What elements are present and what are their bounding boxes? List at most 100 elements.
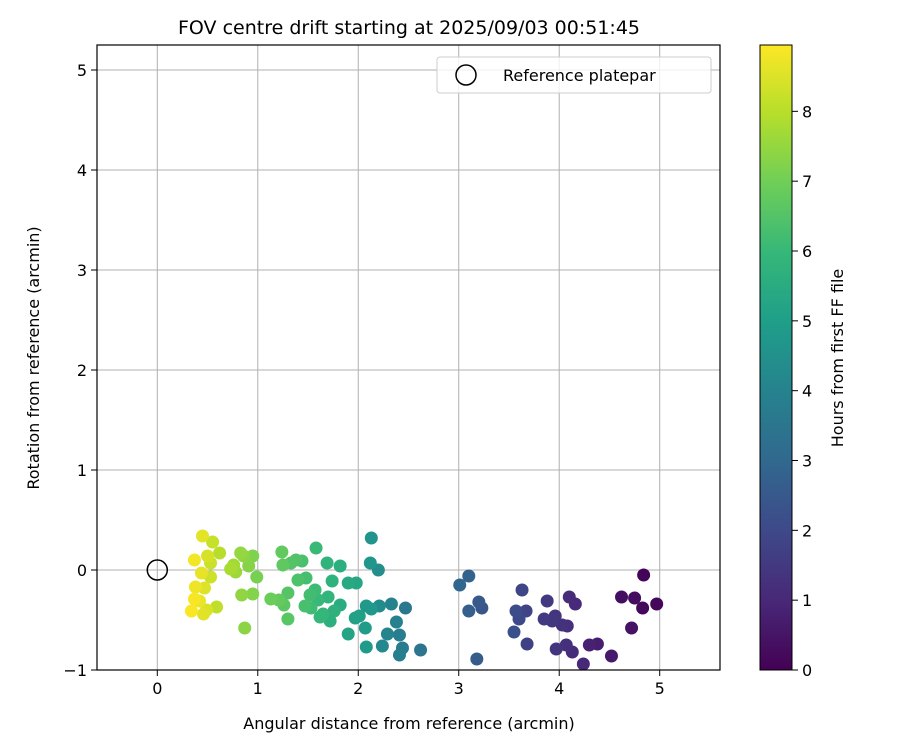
data-point xyxy=(242,559,256,573)
data-point xyxy=(414,643,428,657)
x-tick-label: 4 xyxy=(554,679,564,698)
data-point xyxy=(276,558,290,572)
data-point xyxy=(321,590,335,604)
data-point xyxy=(398,601,412,615)
data-point xyxy=(384,597,398,611)
data-point xyxy=(363,556,377,570)
data-point xyxy=(210,600,224,614)
data-point xyxy=(462,604,476,618)
legend-box xyxy=(436,56,712,94)
legend: Reference platepar xyxy=(436,56,712,94)
x-tick-label: 1 xyxy=(253,679,263,698)
data-point xyxy=(333,559,347,573)
data-point xyxy=(281,612,295,626)
data-point xyxy=(196,529,210,543)
grid xyxy=(97,45,720,671)
data-point xyxy=(615,590,629,604)
data-point xyxy=(275,545,289,559)
colorbar-tick-label: 3 xyxy=(802,452,812,471)
data-point xyxy=(576,657,590,671)
colorbar-tick-label: 0 xyxy=(802,661,812,680)
data-point xyxy=(187,553,201,567)
x-tick-label: 0 xyxy=(152,679,162,698)
x-tick-label: 5 xyxy=(655,679,665,698)
data-point xyxy=(375,639,389,653)
data-point xyxy=(320,556,334,570)
x-axis-label: Angular distance from reference (arcmin) xyxy=(243,714,574,733)
data-point xyxy=(246,587,260,601)
data-point xyxy=(472,595,486,609)
data-point xyxy=(341,627,355,641)
y-tick-label: 1 xyxy=(77,461,87,480)
data-point xyxy=(309,541,323,555)
chart-title: FOV centre drift starting at 2025/09/03 … xyxy=(178,17,640,39)
data-point xyxy=(224,562,238,576)
colorbar-tick-label: 4 xyxy=(802,382,812,401)
colorbar-tick-label: 8 xyxy=(802,102,812,121)
data-point xyxy=(201,549,215,563)
data-point xyxy=(507,625,521,639)
y-tick-label: 3 xyxy=(77,261,87,280)
colorbar-tick-label: 6 xyxy=(802,242,812,261)
colorbar-tick-label: 2 xyxy=(802,521,812,540)
data-point xyxy=(197,607,211,621)
y-tick-label: −1 xyxy=(63,661,87,680)
data-point xyxy=(625,621,639,635)
legend-marker-icon xyxy=(455,64,477,86)
data-point xyxy=(348,611,362,625)
colorbar-tick-label: 7 xyxy=(802,172,812,191)
data-point xyxy=(359,599,373,613)
legend-label: Reference platepar xyxy=(503,66,656,85)
data-point xyxy=(520,637,534,651)
data-point xyxy=(264,592,278,606)
data-point xyxy=(234,546,248,560)
data-point xyxy=(549,642,563,656)
data-point xyxy=(358,621,372,635)
colorbar-tick-label: 1 xyxy=(802,591,812,610)
data-point xyxy=(303,588,317,602)
colorbar-ticks: 0 1 2 3 4 5 6 7 8 xyxy=(792,102,812,680)
data-point xyxy=(562,590,576,604)
data-point xyxy=(637,568,651,582)
data-point xyxy=(392,628,406,642)
data-point xyxy=(291,573,305,587)
data-point xyxy=(389,615,403,629)
colorbar xyxy=(759,44,793,671)
data-point xyxy=(246,549,260,563)
x-tick-label: 3 xyxy=(454,679,464,698)
data-point xyxy=(359,640,373,654)
data-point xyxy=(325,574,339,588)
data-point xyxy=(555,618,569,632)
data-point xyxy=(462,569,476,583)
data-point xyxy=(604,649,618,663)
data-point xyxy=(636,601,650,615)
y-tick-label: 4 xyxy=(77,161,87,180)
y-tick-label: 2 xyxy=(77,361,87,380)
data-point xyxy=(559,638,573,652)
data-point xyxy=(250,570,264,584)
data-point xyxy=(582,638,596,652)
plot-frame xyxy=(96,44,721,671)
data-point xyxy=(540,594,554,608)
data-point xyxy=(392,648,406,662)
data-point xyxy=(298,599,312,613)
data-point xyxy=(341,576,355,590)
data-point xyxy=(281,586,295,600)
y-tick-label: 0 xyxy=(77,561,87,580)
colorbar-label: Hours from first FF file xyxy=(828,269,847,448)
reference-point xyxy=(146,559,169,581)
data-point xyxy=(453,578,467,592)
data-point xyxy=(206,535,220,549)
data-point xyxy=(238,621,252,635)
data-point xyxy=(188,580,202,594)
data-point xyxy=(364,531,378,545)
data-point xyxy=(213,546,227,560)
y-axis-ticks: −1 0 1 2 3 4 5 xyxy=(63,61,97,680)
data-point xyxy=(537,612,551,626)
data-points xyxy=(184,529,664,671)
colorbar-tick-label: 5 xyxy=(802,312,812,331)
data-point xyxy=(195,566,209,580)
x-tick-label: 2 xyxy=(353,679,363,698)
data-point xyxy=(327,604,341,618)
